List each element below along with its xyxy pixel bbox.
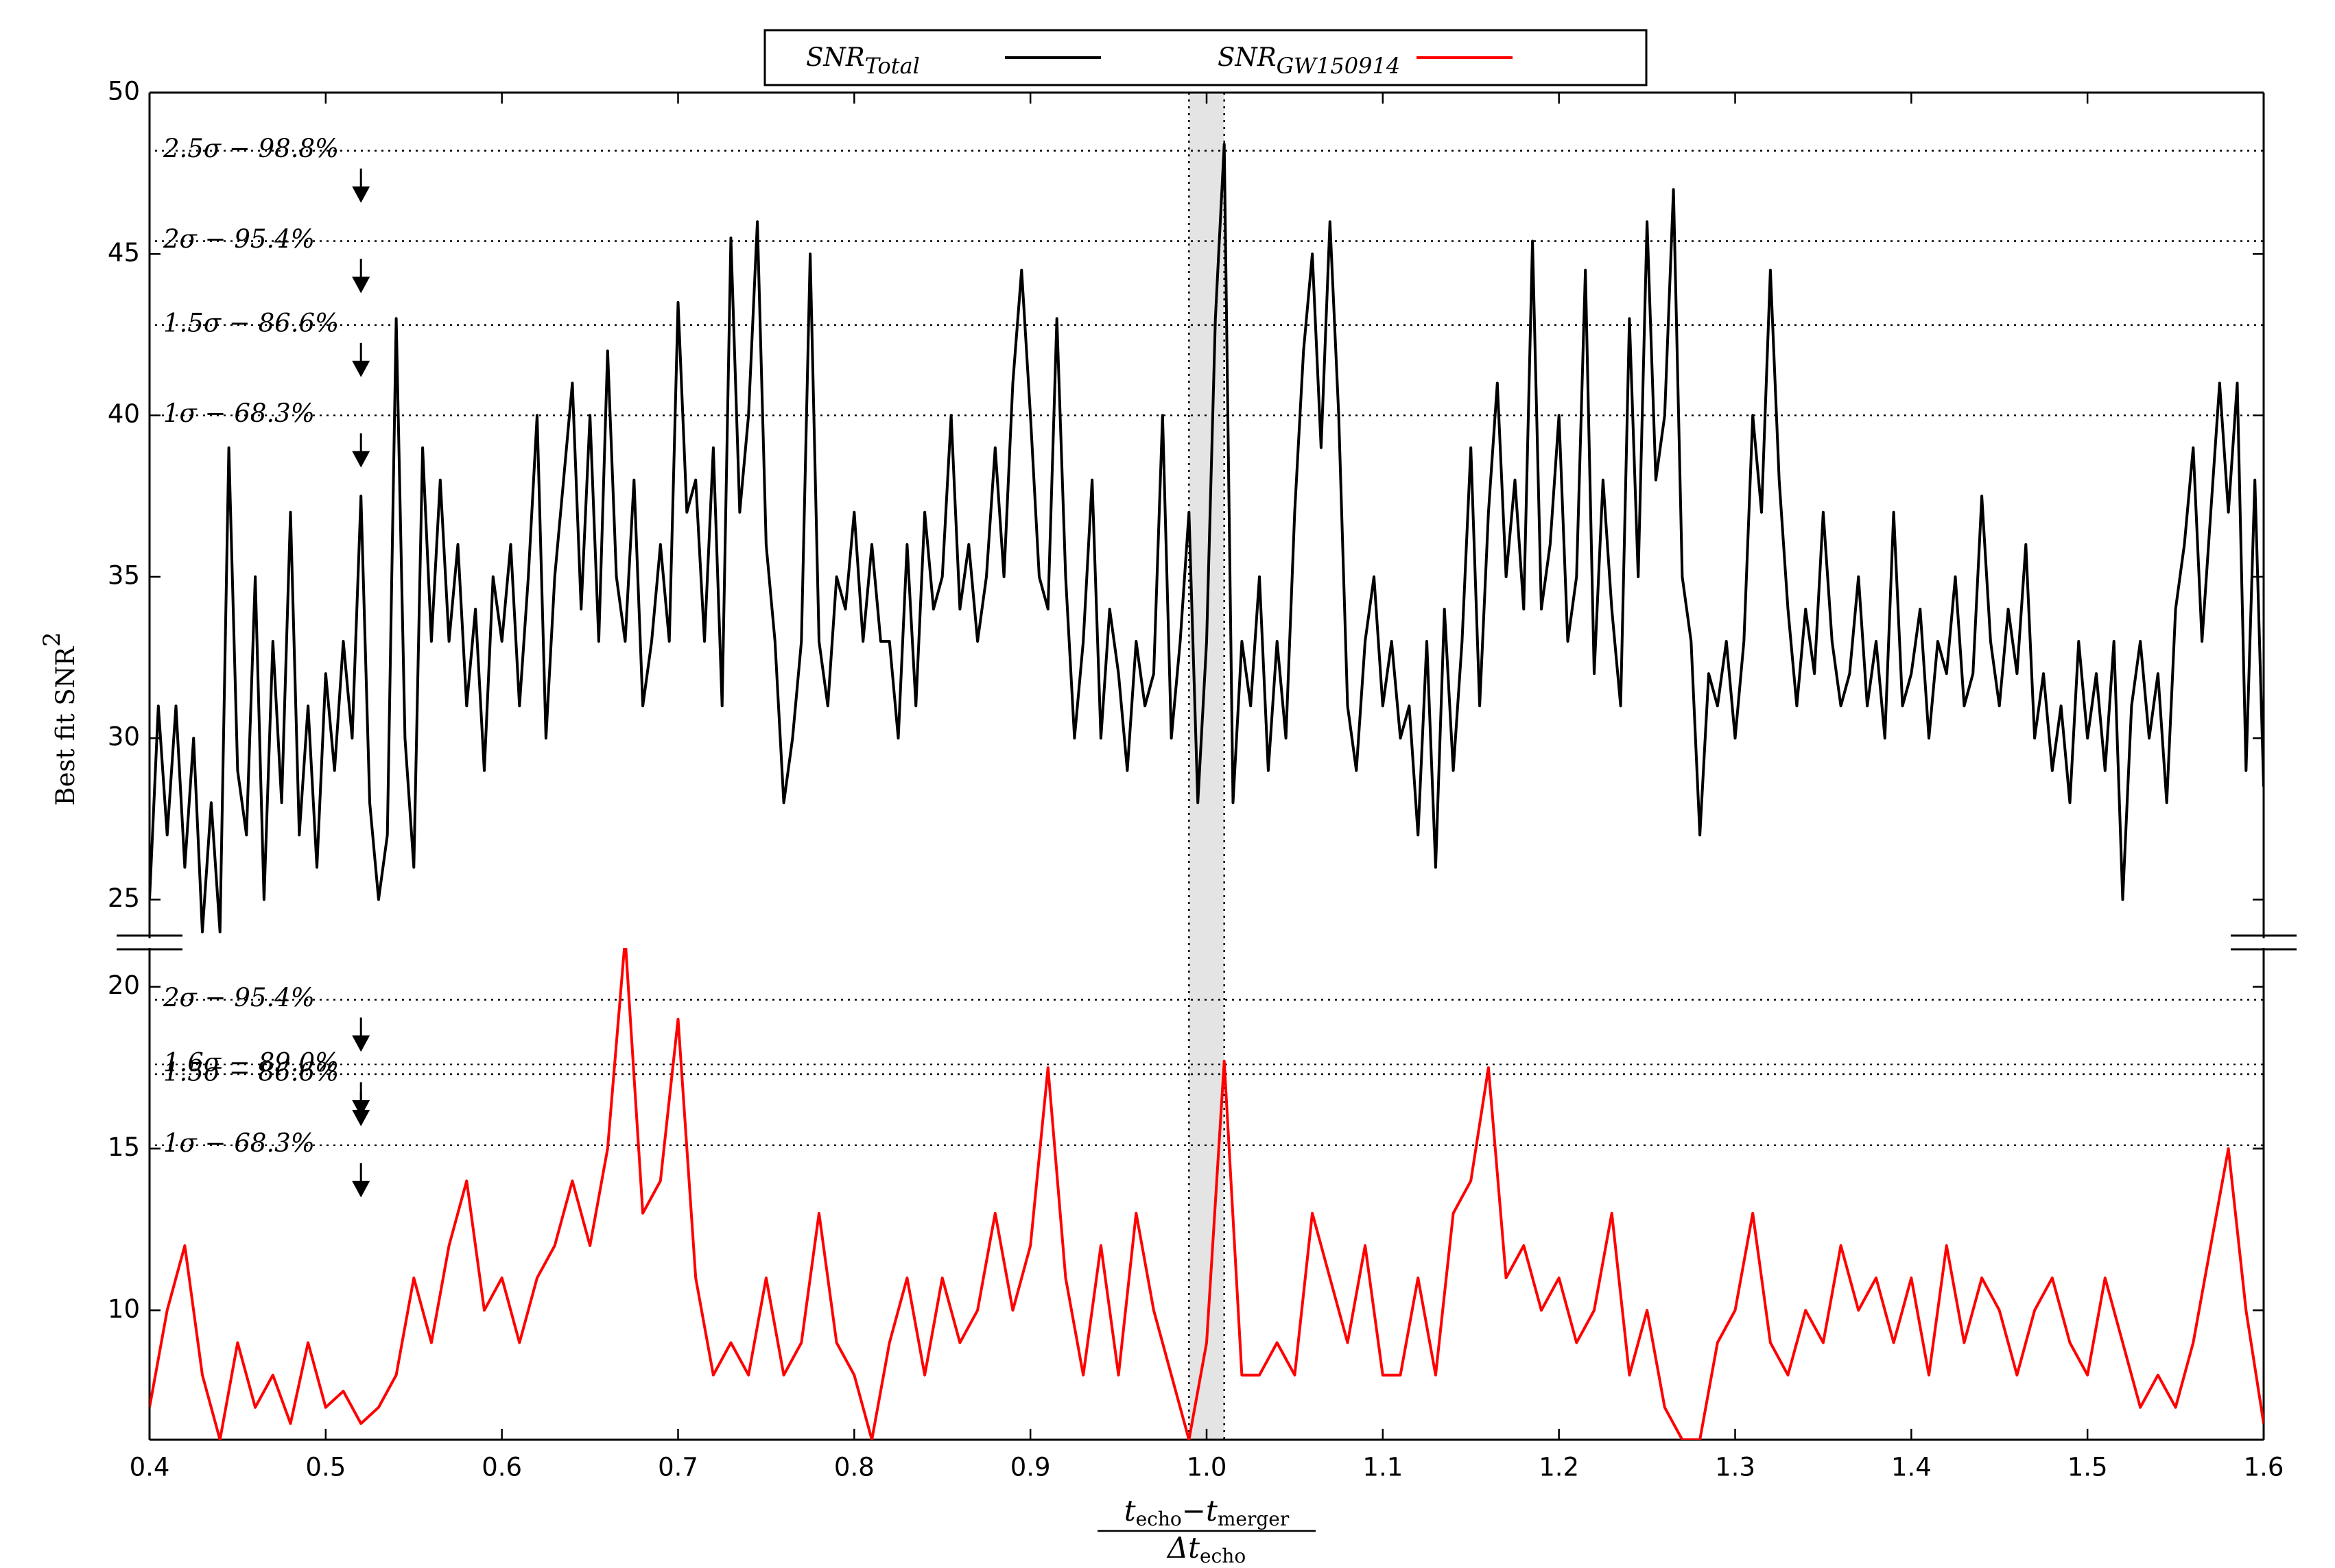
x-label-subscript: merger (1218, 1508, 1290, 1530)
legend-name: SNR (1218, 43, 1277, 72)
threshold-arrowhead (352, 276, 370, 294)
y-tick-label: 20 (108, 971, 140, 1000)
y-tick-label: 35 (108, 560, 140, 590)
x-tick-label: 1.0 (1187, 1453, 1227, 1482)
x-label-text: −t (1182, 1494, 1218, 1528)
x-tick-label: 0.9 (1010, 1453, 1051, 1482)
x-tick-label: 1.3 (1715, 1453, 1755, 1482)
threshold-label: 1σ − 68.3% (163, 399, 315, 428)
y-tick-label: 25 (108, 883, 140, 913)
threshold-arrowhead (352, 1109, 370, 1126)
threshold-arrowhead (352, 1180, 370, 1198)
y-tick-label: 10 (108, 1294, 140, 1324)
legend-subscript: GW150914 (1277, 53, 1401, 79)
x-label-subscript: echo (1136, 1508, 1182, 1530)
shaded-region (1189, 93, 1224, 1440)
x-label-subscript: echo (1200, 1545, 1246, 1567)
x-tick-label: 1.5 (2067, 1453, 2108, 1482)
y-tick-label: 30 (108, 722, 140, 752)
x-tick-label: 0.6 (482, 1453, 522, 1482)
x-axis-label: Δtecho (1166, 1531, 1246, 1567)
x-label-text: Δt (1166, 1531, 1200, 1565)
x-tick-label: 1.1 (1362, 1453, 1403, 1482)
series-line (150, 948, 2264, 1440)
x-tick-label: 1.6 (2244, 1453, 2284, 1482)
y-tick-label: 50 (108, 77, 140, 106)
threshold-arrowhead (352, 360, 370, 377)
threshold-label: 1σ − 68.3% (163, 1128, 315, 1158)
threshold-label: 1.5σ − 86.6% (163, 1057, 339, 1086)
threshold-arrowhead (352, 451, 370, 468)
series-line (150, 143, 2264, 934)
threshold-label: 2σ − 95.4% (163, 983, 315, 1012)
x-tick-label: 1.2 (1539, 1453, 1579, 1482)
y-label-superscript: 2 (38, 632, 66, 647)
threshold-label: 1.6σ − 89.0% (163, 1047, 339, 1077)
y-axis-label: Best fit SNR2 (38, 632, 80, 805)
x-tick-label: 0.5 (305, 1453, 346, 1482)
y-tick-label: 40 (108, 399, 140, 429)
x-tick-label: 0.7 (658, 1453, 698, 1482)
legend-name: SNR (806, 43, 865, 72)
threshold-label: 1.5σ − 86.6% (163, 308, 339, 337)
y-tick-label: 45 (108, 238, 140, 268)
threshold-label: 2σ − 95.4% (163, 224, 315, 254)
y-label-text: Best fit SNR (51, 646, 80, 806)
legend-subscript: Total (865, 53, 920, 79)
threshold-arrowhead (352, 1035, 370, 1052)
x-label-text: t (1124, 1494, 1136, 1528)
legend-label: SNRGW150914 (1218, 43, 1400, 79)
x-axis-label: techo−tmerger (1124, 1494, 1290, 1530)
threshold-label: 2.5σ − 98.8% (163, 134, 339, 163)
x-tick-label: 1.4 (1891, 1453, 1932, 1482)
y-tick-label: 15 (108, 1132, 140, 1162)
x-tick-label: 0.4 (130, 1453, 170, 1482)
legend-label: SNRTotal (806, 43, 920, 79)
threshold-arrowhead (352, 186, 370, 203)
x-tick-label: 0.8 (834, 1453, 875, 1482)
